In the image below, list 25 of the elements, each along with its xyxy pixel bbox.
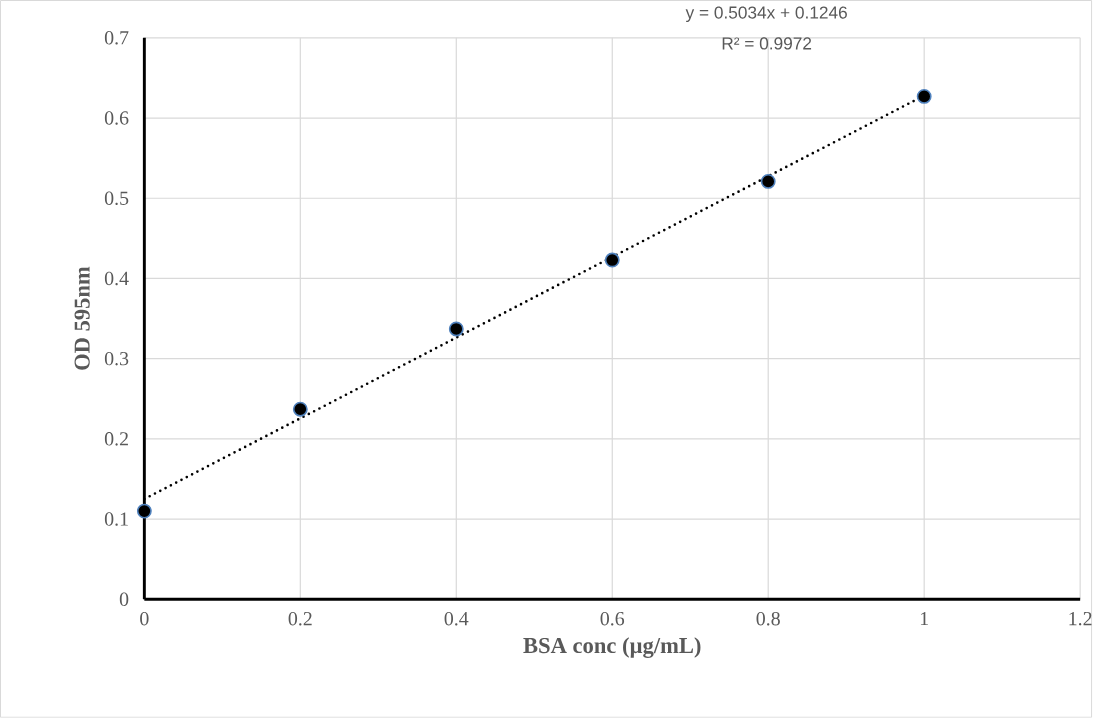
x-tick-label: 0.4 [444, 612, 469, 626]
point [604, 252, 620, 268]
point [136, 503, 152, 519]
x-tick-label: 1.2 [1069, 612, 1092, 626]
y-tick-label: 0.6 [104, 111, 129, 125]
y-tick-label: 0 [119, 592, 129, 607]
point [760, 174, 776, 189]
y-tick-label: 0.7 [104, 31, 129, 45]
x-tick-label: 0.6 [600, 612, 625, 626]
y-axis-title: OD 595nm [74, 266, 90, 370]
point [292, 401, 308, 417]
point [448, 321, 464, 337]
x-tick-label: 0.2 [288, 612, 312, 626]
x-tick-label: 1 [920, 612, 928, 626]
y-tick-label: 0.2 [104, 432, 128, 446]
y-tick-label: 0.5 [104, 191, 129, 206]
x-tick-label: 0 [140, 612, 149, 626]
y-tick-label: 0.4 [104, 271, 129, 286]
point [916, 89, 932, 104]
annotation: R² = 0.9972 [722, 37, 812, 50]
y-tick-label: 0.3 [104, 352, 129, 366]
x-tick-label: 0.8 [756, 612, 780, 626]
x-axis-title: BSA conc (µg/mL) [523, 637, 701, 658]
text: y = 0.5034x + 0.1246 [685, 6, 847, 23]
y-tick-label: 0.1 [104, 512, 128, 526]
